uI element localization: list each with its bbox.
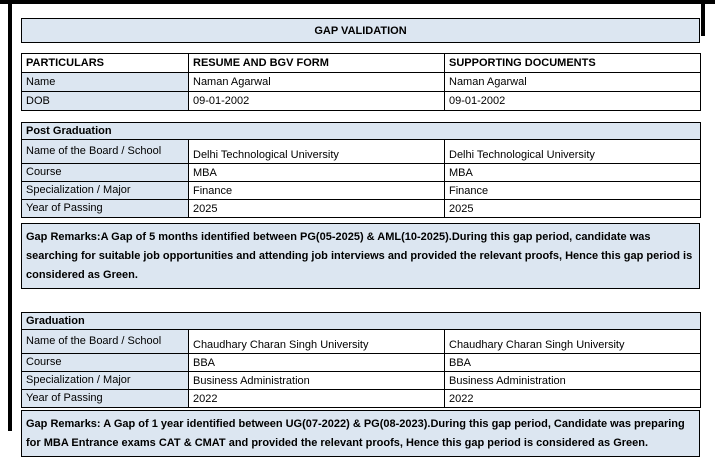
section-header-row: Graduation <box>20 312 702 330</box>
table-row-board-school: Name of the Board / School Delhi Technol… <box>21 139 702 164</box>
row-label-cell: Specialization / Major <box>21 181 189 200</box>
section-header-row: Post Graduation <box>20 122 702 140</box>
table-row-specialization: Specialization / Major Business Administ… <box>21 371 702 390</box>
post-graduation-table: Post Graduation Name of the Board / Scho… <box>20 122 702 218</box>
gap-remarks-post-graduation: Gap Remarks:A Gap of 5 months identified… <box>21 223 700 289</box>
supporting-value-cell: MBA <box>443 163 702 182</box>
page-border-left <box>8 0 12 431</box>
document-title-bar: GAP VALIDATION <box>21 18 700 43</box>
page-border-right <box>701 0 705 36</box>
resume-value-cell: Finance <box>188 181 445 200</box>
table-row-name: Name Naman Agarwal Naman Agarwal <box>21 72 701 92</box>
resume-value-cell: MBA <box>188 163 445 182</box>
page-title: GAP VALIDATION <box>314 24 407 37</box>
table-row-board-school: Name of the Board / School Chaudhary Cha… <box>21 329 702 354</box>
supporting-value-cell: Finance <box>443 181 702 200</box>
graduation-table: Graduation Name of the Board / School Ch… <box>20 312 702 408</box>
gap-remarks-graduation: Gap Remarks: A Gap of 1 year identified … <box>21 410 700 457</box>
particulars-table: PARTICULARS RESUME AND BGV FORM SUPPORTI… <box>21 53 701 111</box>
row-label-cell: DOB <box>21 91 189 111</box>
row-label-cell: Name of the Board / School <box>21 139 189 164</box>
table-row-year-of-passing: Year of Passing 2022 2022 <box>21 389 702 408</box>
resume-value-cell: Business Administration <box>188 371 445 390</box>
table-row-dob: DOB 09-01-2002 09-01-2002 <box>21 91 701 111</box>
resume-value-cell: 2022 <box>188 389 445 408</box>
supporting-value-cell: 2025 <box>443 199 702 218</box>
table-row-specialization: Specialization / Major Finance Finance <box>21 181 702 200</box>
supporting-value-cell: BBA <box>443 353 702 372</box>
supporting-value-cell: 09-01-2002 <box>444 91 701 111</box>
resume-value-cell: Naman Agarwal <box>188 72 445 92</box>
table-row-year-of-passing: Year of Passing 2025 2025 <box>21 199 702 218</box>
particulars-header-row: PARTICULARS RESUME AND BGV FORM SUPPORTI… <box>21 53 701 73</box>
resume-value-cell: 2025 <box>188 199 445 218</box>
column-header-particulars: PARTICULARS <box>21 53 189 73</box>
row-label-cell: Name <box>21 72 189 92</box>
supporting-value-cell: 2022 <box>443 389 702 408</box>
row-label-cell: Year of Passing <box>21 389 189 408</box>
row-label-cell: Name of the Board / School <box>21 329 189 354</box>
row-label-cell: Year of Passing <box>21 199 189 218</box>
table-row-course: Course MBA MBA <box>21 163 702 182</box>
column-header-resume-bgv: RESUME AND BGV FORM <box>188 53 445 73</box>
column-header-supporting-docs: SUPPORTING DOCUMENTS <box>444 53 701 73</box>
section-title: Graduation <box>20 312 702 330</box>
row-label-cell: Specialization / Major <box>21 371 189 390</box>
row-label-cell: Course <box>21 353 189 372</box>
table-row-course: Course BBA BBA <box>21 353 702 372</box>
resume-value-cell: Chaudhary Charan Singh University <box>188 329 445 354</box>
supporting-value-cell: Delhi Technological University <box>443 139 702 164</box>
resume-value-cell: 09-01-2002 <box>188 91 445 111</box>
supporting-value-cell: Chaudhary Charan Singh University <box>443 329 702 354</box>
row-label-cell: Course <box>21 163 189 182</box>
supporting-value-cell: Naman Agarwal <box>444 72 701 92</box>
resume-value-cell: Delhi Technological University <box>188 139 445 164</box>
section-title: Post Graduation <box>20 122 702 140</box>
supporting-value-cell: Business Administration <box>443 371 702 390</box>
document-body: GAP VALIDATION PARTICULARS RESUME AND BG… <box>20 0 702 457</box>
resume-value-cell: BBA <box>188 353 445 372</box>
page-border-top <box>0 0 715 4</box>
